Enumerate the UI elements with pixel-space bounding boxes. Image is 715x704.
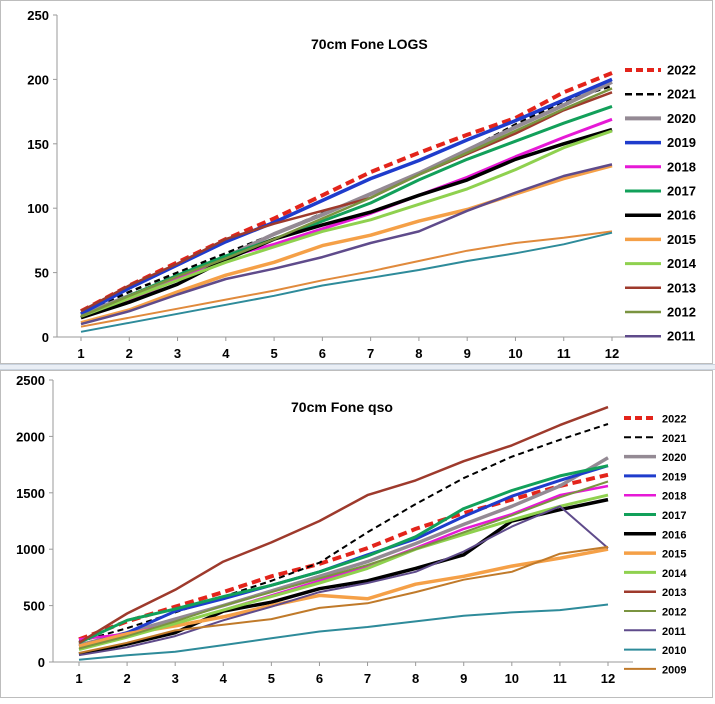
logs-y-tick-label: 0 <box>42 330 49 345</box>
qso-legend-label: 2022 <box>662 414 686 426</box>
qso-legend-label: 2016 <box>662 529 686 541</box>
logs-x-tick-label: 2 <box>126 346 133 361</box>
logs-series-line-2021[interactable] <box>80 84 613 315</box>
qso-x-tick-label: 3 <box>172 671 179 686</box>
logs-x-tick-label: 3 <box>174 346 181 361</box>
logs-legend-label: 2013 <box>667 280 696 295</box>
chart-logs[interactable]: 70cm Fone LOGS 0 50 100 150 200 250 1 2 3 4 5 6 7 8 9 1… <box>0 0 713 364</box>
logs-y-tick-label: 200 <box>27 72 49 87</box>
logs-legend-label: 2012 <box>667 305 696 320</box>
logs-x-tick-label: 9 <box>464 346 471 361</box>
qso-x-tick-label: 2 <box>123 671 130 686</box>
qso-legend-label: 2014 <box>662 568 687 580</box>
qso-x-tick-label: 8 <box>412 671 419 686</box>
logs-legend-label: 2011 <box>667 329 695 344</box>
logs-y-tick-label: 250 <box>27 8 49 23</box>
logs-x-tick-label: 5 <box>270 346 277 361</box>
qso-legend-label: 2019 <box>662 471 686 483</box>
qso-x-tick-label: 5 <box>268 671 275 686</box>
qso-x-tick-label: 6 <box>316 671 323 686</box>
qso-y-tick-label: 1000 <box>16 542 45 557</box>
logs-legend-label: 2015 <box>667 232 696 247</box>
qso-series-line-2020[interactable] <box>78 456 609 647</box>
logs-x-tick-label: 12 <box>605 346 619 361</box>
logs-legend-label: 2014 <box>667 256 697 271</box>
logs-series-line-unnamed-12[interactable] <box>80 230 613 328</box>
logs-legend-label: 2016 <box>667 208 696 223</box>
logs-series-line-2012[interactable] <box>80 87 613 318</box>
logs-legend-label: 2020 <box>667 111 696 126</box>
logs-x-tick-label: 11 <box>557 346 571 361</box>
logs-x-tick-label: 7 <box>367 346 374 361</box>
qso-x-tick-label: 12 <box>601 671 615 686</box>
qso-legend-label: 2020 <box>662 452 686 464</box>
logs-legend-label: 2017 <box>667 184 696 199</box>
logs-x-tick-label: 6 <box>319 346 326 361</box>
logs-series-line-2016[interactable] <box>80 127 613 320</box>
qso-series-line-2013[interactable] <box>78 405 609 644</box>
logs-x-tick-label: 8 <box>415 346 422 361</box>
qso-y-tick-label: 0 <box>38 655 45 670</box>
qso-y-tick-label: 1500 <box>16 486 45 501</box>
logs-legend-label: 2021 <box>667 87 696 102</box>
logs-series-line-unnamed-13[interactable] <box>80 231 613 333</box>
logs-y-tick-label: 50 <box>35 266 49 281</box>
qso-legend-label: 2017 <box>662 510 686 522</box>
chart-qso-title: 70cm Fone qso <box>291 399 393 415</box>
chart-logs-title: 70cm Fone LOGS <box>311 36 428 52</box>
qso-series-line-2011[interactable] <box>78 505 609 657</box>
qso-series-line-2017[interactable] <box>78 464 609 645</box>
qso-legend-label: 2012 <box>662 607 686 619</box>
qso-x-tick-label: 1 <box>75 671 82 686</box>
logs-series-line-2015[interactable] <box>80 164 613 325</box>
qso-y-tick-label: 2000 <box>16 429 45 444</box>
qso-legend-label: 2021 <box>662 433 686 445</box>
logs-y-tick-label: 100 <box>27 201 49 216</box>
qso-series-line-2012[interactable] <box>78 480 609 650</box>
qso-x-tick-label: 11 <box>553 671 567 686</box>
qso-x-tick-label: 10 <box>505 671 519 686</box>
qso-x-tick-label: 4 <box>220 671 228 686</box>
qso-y-tick-label: 2500 <box>16 373 45 388</box>
qso-legend-label: 2010 <box>662 645 686 657</box>
logs-x-tick-label: 4 <box>222 346 230 361</box>
logs-series-line-2019[interactable] <box>80 77 613 316</box>
qso-x-tick-label: 9 <box>460 671 467 686</box>
qso-series-line-2022[interactable] <box>78 472 609 642</box>
qso-series-line-2009[interactable] <box>78 545 609 654</box>
qso-legend-label: 2013 <box>662 587 686 599</box>
qso-x-tick-label: 7 <box>364 671 371 686</box>
qso-series-line-2010[interactable] <box>78 603 609 661</box>
logs-x-tick-label: 10 <box>508 346 522 361</box>
qso-legend-label: 2011 <box>662 626 686 638</box>
logs-series-line-2014[interactable] <box>80 129 613 318</box>
logs-y-tick-label: 150 <box>27 137 49 152</box>
logs-legend-label: 2022 <box>667 63 696 78</box>
logs-series-line-2011[interactable] <box>80 163 613 326</box>
qso-y-tick-label: 500 <box>23 599 45 614</box>
qso-series-line-2021[interactable] <box>78 423 609 643</box>
logs-series-line-2013[interactable] <box>80 91 613 313</box>
spreadsheet-gridline <box>0 364 715 370</box>
chart-qso[interactable]: 70cm Fone qso 0 500 1000 1500 2000 2500 1 2 3 4 5 6… <box>0 370 713 698</box>
logs-legend-label: 2018 <box>667 159 696 174</box>
logs-x-tick-label: 1 <box>77 346 84 361</box>
qso-series-line-2014[interactable] <box>78 493 609 652</box>
qso-legend-label: 2018 <box>662 491 686 503</box>
qso-legend-label: 2009 <box>662 664 686 676</box>
qso-series-line-2019[interactable] <box>78 464 609 648</box>
qso-legend-label: 2015 <box>662 549 686 561</box>
logs-legend-label: 2019 <box>667 135 696 150</box>
